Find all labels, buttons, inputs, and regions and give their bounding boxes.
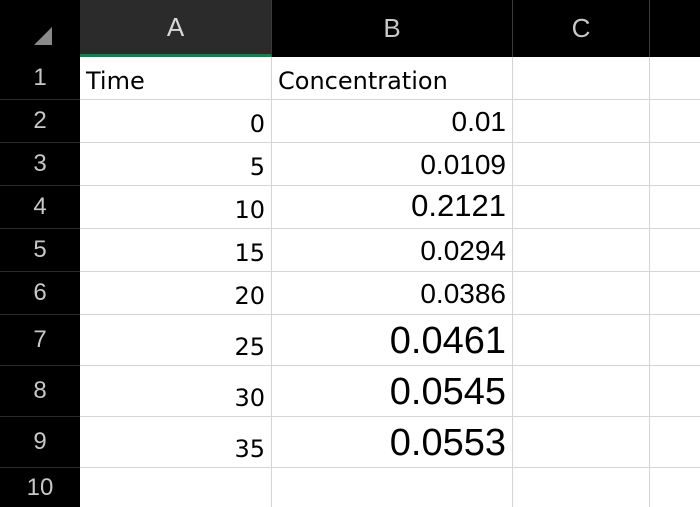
cell-d6[interactable] [650,272,700,315]
cell-d5[interactable] [650,229,700,272]
cell-a7[interactable]: 25 [80,315,272,366]
cell-c10[interactable] [513,468,650,507]
cell-c3[interactable] [513,143,650,186]
cell-a4[interactable]: 10 [80,186,272,229]
cell-d7[interactable] [650,315,700,366]
cell-c5[interactable] [513,229,650,272]
row-header-7[interactable]: 7 [0,315,80,366]
cell-c6[interactable] [513,272,650,315]
cell-b7[interactable]: 0.0461 [272,315,513,366]
cell-d1[interactable] [650,57,700,100]
column-header-b[interactable]: B [272,0,513,57]
row-header-8[interactable]: 8 [0,366,80,417]
cell-d2[interactable] [650,100,700,143]
cell-c2[interactable] [513,100,650,143]
row-header-1[interactable]: 1 [0,57,80,100]
cell-b10[interactable] [272,468,513,507]
cell-b9[interactable]: 0.0553 [272,417,513,468]
cell-a5[interactable]: 15 [80,229,272,272]
row-header-6[interactable]: 6 [0,272,80,315]
cell-b3[interactable]: 0.0109 [272,143,513,186]
row-header-2[interactable]: 2 [0,100,80,143]
cell-a3[interactable]: 5 [80,143,272,186]
column-header-d[interactable] [650,0,700,57]
select-all-triangle-icon [34,27,52,45]
row-header-10[interactable]: 10 [26,473,54,501]
column-header-c[interactable]: C [513,0,650,57]
cell-grid: Time Concentration 0 0.01 5 0.0109 10 0.… [80,57,700,507]
cell-a1[interactable]: Time [80,57,272,100]
row-header-9[interactable]: 9 [0,417,80,468]
cell-b4[interactable]: 0.2121 [272,186,513,229]
cell-a6[interactable]: 20 [80,272,272,315]
cell-a8[interactable]: 30 [80,366,272,417]
cell-d9[interactable] [650,417,700,468]
row-header-4[interactable]: 4 [0,186,80,229]
cell-b2[interactable]: 0.01 [272,100,513,143]
cell-d8[interactable] [650,366,700,417]
cell-b1[interactable]: Concentration [272,57,513,100]
cell-d4[interactable] [650,186,700,229]
cell-c7[interactable] [513,315,650,366]
column-header-a[interactable]: A [80,0,272,57]
cell-b6[interactable]: 0.0386 [272,272,513,315]
cell-b8[interactable]: 0.0545 [272,366,513,417]
cell-c1[interactable] [513,57,650,100]
select-all-button[interactable] [0,0,81,57]
cell-a2[interactable]: 0 [80,100,272,143]
cell-b5[interactable]: 0.0294 [272,229,513,272]
cell-a9[interactable]: 35 [80,417,272,468]
cell-d10[interactable] [650,468,700,507]
cell-c4[interactable] [513,186,650,229]
row-header-5[interactable]: 5 [0,229,80,272]
cell-c8[interactable] [513,366,650,417]
cell-c9[interactable] [513,417,650,468]
cell-a10[interactable] [80,468,272,507]
cell-d3[interactable] [650,143,700,186]
row-header-3[interactable]: 3 [0,143,80,186]
